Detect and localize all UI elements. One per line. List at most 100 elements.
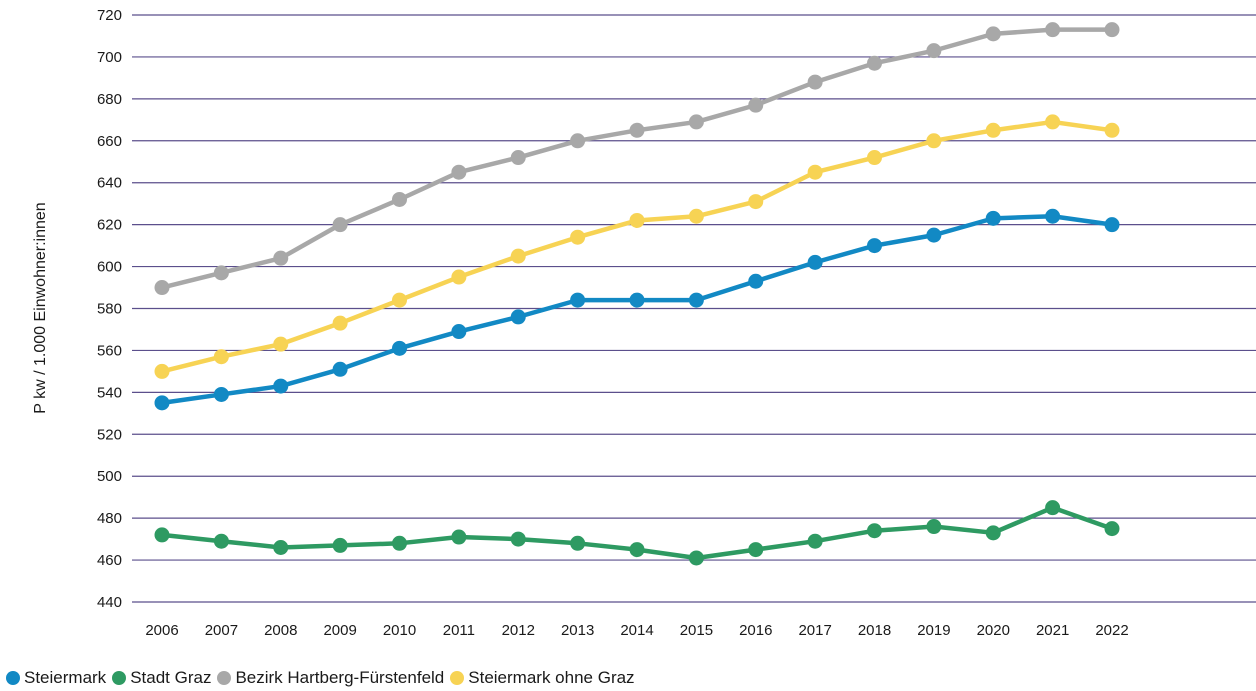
data-point: [332, 361, 348, 377]
data-point: [807, 164, 823, 180]
data-point: [332, 315, 348, 331]
x-tick-label: 2013: [561, 622, 594, 639]
data-point: [332, 217, 348, 233]
data-point: [510, 150, 526, 166]
x-tick-label: 2006: [145, 622, 178, 639]
data-point: [926, 43, 942, 59]
data-point: [629, 542, 645, 558]
y-tick-label: 680: [97, 91, 122, 108]
y-tick-label: 480: [97, 510, 122, 527]
x-tick-label: 2020: [977, 622, 1010, 639]
y-tick-label: 460: [97, 552, 122, 569]
data-point: [570, 292, 586, 308]
y-tick-label: 700: [97, 49, 122, 66]
data-point: [273, 250, 289, 266]
legend-item-hartberg-fuerstenfeld: Bezirk Hartberg-Fürstenfeld: [217, 668, 444, 688]
legend-marker-stadt-graz: [112, 671, 127, 685]
data-point: [1045, 22, 1061, 38]
x-tick-label: 2019: [917, 622, 950, 639]
legend-marker-hartberg-fuerstenfeld: [217, 671, 232, 685]
data-point: [273, 539, 289, 555]
data-point: [1045, 114, 1061, 130]
data-point: [926, 519, 942, 535]
legend-label: Steiermark: [24, 668, 107, 687]
y-tick-label: 520: [97, 426, 122, 443]
data-point: [688, 550, 704, 566]
data-point: [213, 386, 229, 402]
data-point: [1104, 22, 1120, 38]
data-point: [392, 340, 407, 356]
data-point: [748, 542, 764, 558]
x-tick-label: 2021: [1036, 622, 1069, 639]
data-point: [985, 26, 1001, 42]
legend-item-steiermark: Steiermark: [6, 668, 106, 688]
series-layer: [154, 22, 1120, 566]
data-point: [748, 273, 764, 289]
data-point: [392, 191, 407, 207]
y-tick-label: 720: [97, 7, 122, 24]
data-point: [273, 336, 289, 352]
data-point: [392, 535, 407, 551]
x-tick-label: 2010: [383, 622, 416, 639]
data-point: [213, 533, 229, 549]
data-point: [154, 363, 170, 379]
data-point: [1045, 500, 1061, 516]
x-axis-ticks: 2006 2007 2008 2009 2010 2011 2012 2013 2014 2015…: [145, 622, 1128, 639]
data-point: [510, 248, 526, 264]
data-point: [688, 114, 704, 130]
data-point: [807, 254, 823, 270]
data-point: [748, 97, 764, 113]
y-tick-label: 640: [97, 175, 122, 192]
series-3: [154, 114, 1120, 379]
data-point: [985, 210, 1001, 226]
y-tick-label: 620: [97, 217, 122, 234]
data-point: [451, 164, 467, 180]
data-point: [629, 212, 645, 228]
x-tick-label: 2015: [680, 622, 713, 639]
data-point: [629, 292, 645, 308]
series-0: [154, 208, 1120, 411]
x-tick-label: 2016: [739, 622, 772, 639]
x-tick-label: 2012: [502, 622, 535, 639]
data-point: [1104, 521, 1120, 537]
data-point: [570, 535, 586, 551]
data-point: [985, 122, 1001, 138]
data-point: [867, 238, 882, 254]
legend-label: Steiermark ohne Graz: [468, 668, 635, 687]
data-point: [1045, 208, 1061, 224]
data-point: [748, 194, 764, 210]
data-point: [867, 523, 882, 539]
data-point: [392, 292, 407, 308]
y-tick-label: 560: [97, 342, 122, 359]
data-point: [510, 531, 526, 547]
x-tick-label: 2008: [264, 622, 297, 639]
data-point: [570, 133, 586, 149]
data-point: [867, 150, 882, 166]
legend-marker-steiermark: [6, 671, 20, 685]
legend-marker-steiermark-ohne-graz: [450, 671, 465, 685]
data-point: [570, 229, 586, 245]
data-point: [926, 133, 942, 149]
data-point: [451, 269, 467, 285]
y-tick-label: 500: [97, 468, 122, 485]
data-point: [213, 265, 229, 281]
x-tick-label: 2022: [1095, 622, 1128, 639]
series-2: [154, 22, 1120, 296]
x-tick-label: 2011: [443, 622, 475, 639]
data-point: [867, 55, 882, 71]
legend: Steiermark Stadt Graz Bezirk Hartberg-Fü…: [6, 668, 641, 688]
data-point: [807, 533, 823, 549]
data-point: [154, 395, 170, 411]
data-point: [1104, 122, 1120, 138]
data-point: [926, 227, 942, 243]
y-axis-title: P kw / 1.000 Einwohner:innen: [32, 202, 49, 413]
series-1: [154, 500, 1120, 566]
y-axis-ticks: 440 460 480 500 520 540 560 580 600 620 640 660 680 7…: [97, 7, 122, 611]
data-point: [154, 280, 170, 296]
data-point: [273, 378, 289, 394]
data-point: [332, 537, 348, 553]
legend-item-stadt-graz: Stadt Graz: [112, 668, 211, 688]
x-tick-label: 2017: [798, 622, 831, 639]
data-point: [985, 525, 1001, 541]
